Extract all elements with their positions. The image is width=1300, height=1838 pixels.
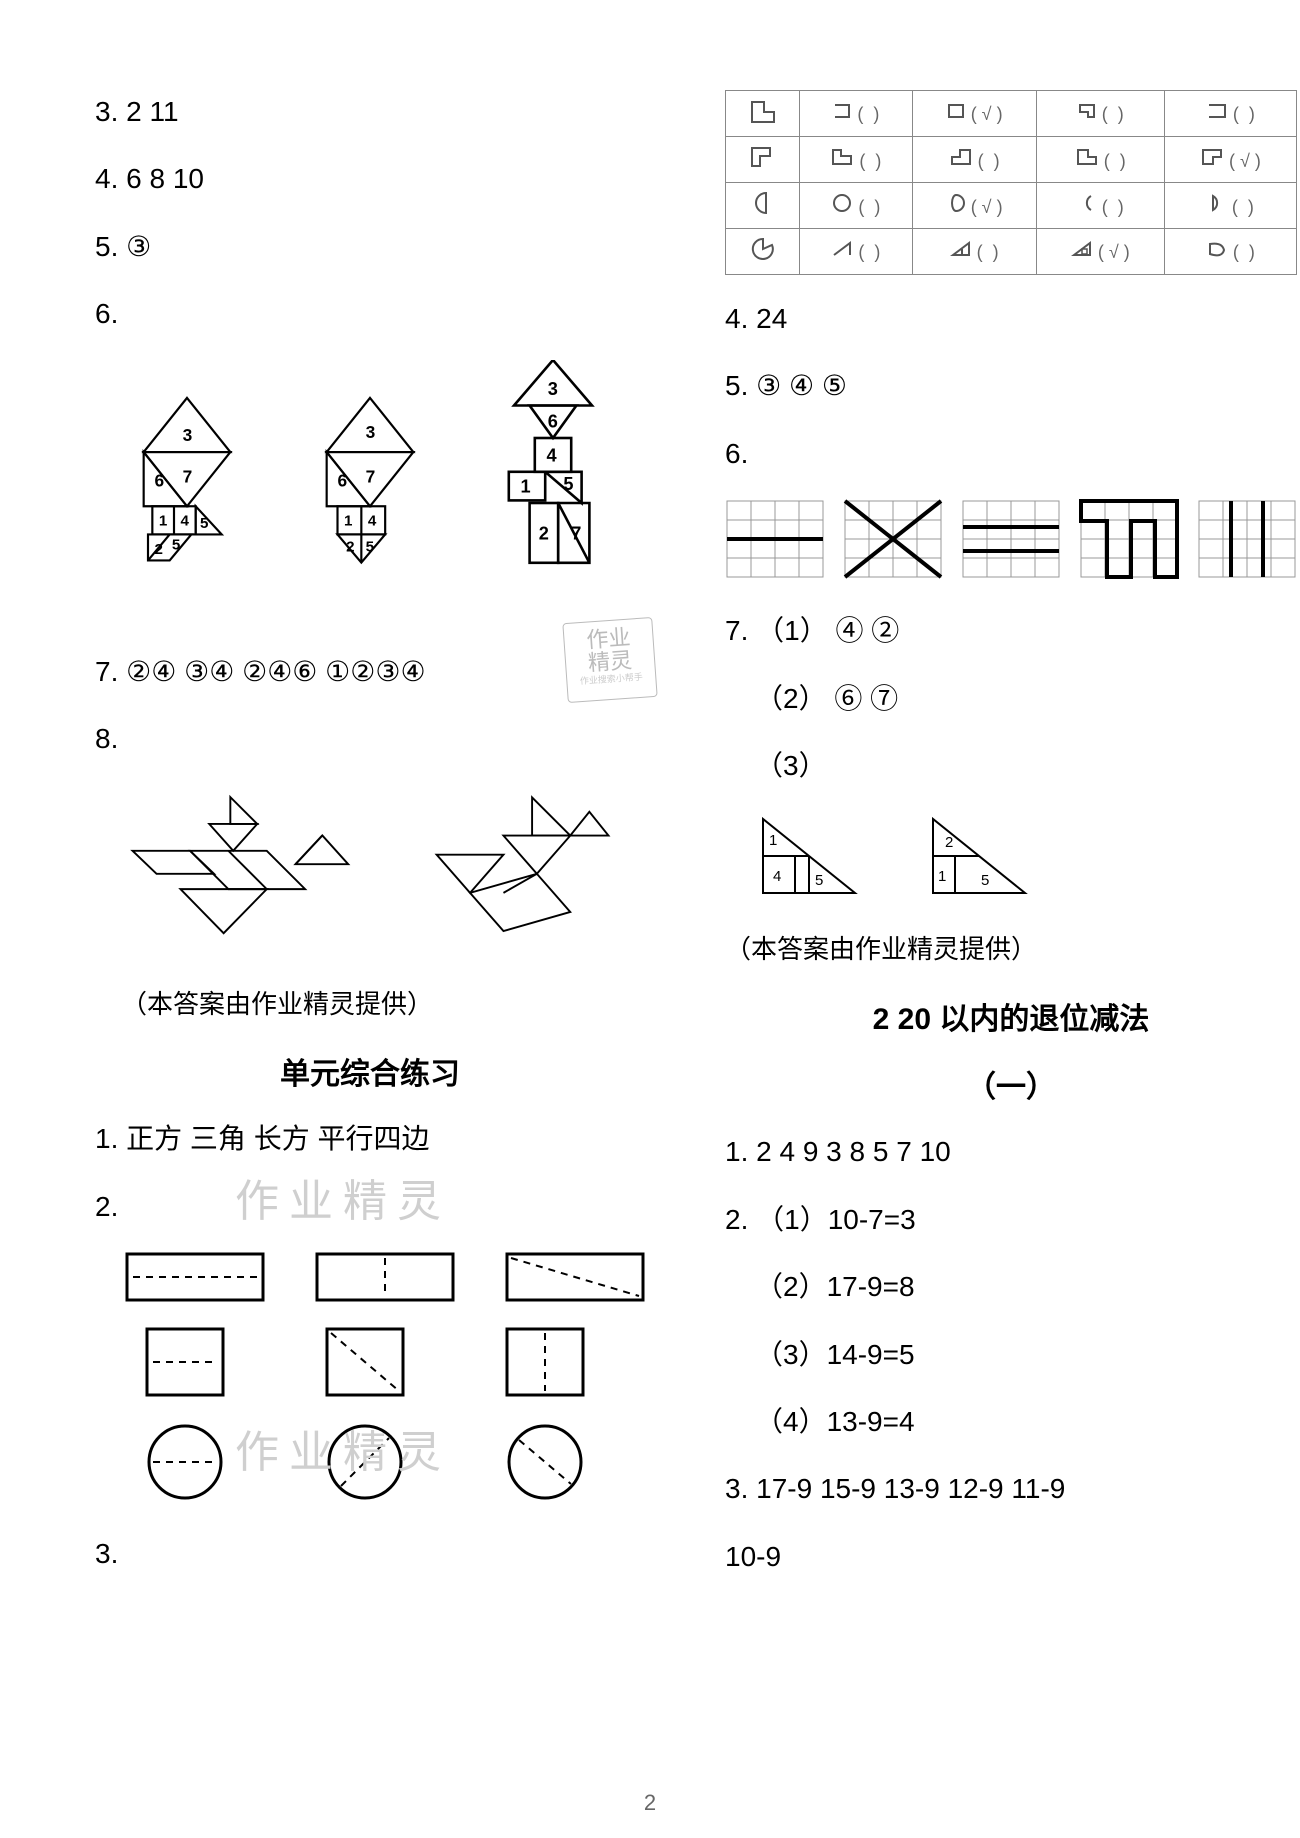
unit-heading: 单元综合练习	[95, 1049, 645, 1093]
s1: 1. 2 4 9 3 8 5 7 10	[725, 1130, 1297, 1173]
svg-text:3: 3	[548, 379, 558, 399]
page-number: 2	[644, 1790, 656, 1816]
s3b: 10-9	[725, 1535, 1297, 1578]
s2-2: （2）17-9=8	[725, 1265, 1297, 1308]
svg-text:3: 3	[366, 422, 376, 442]
left-note: （本答案由作业精灵提供）	[95, 984, 645, 1021]
r-q7-3: （3）	[725, 744, 1297, 787]
svg-text:7: 7	[182, 466, 192, 486]
svg-text:4: 4	[180, 512, 189, 529]
svg-text:5: 5	[564, 474, 574, 494]
grid-4	[1079, 499, 1179, 579]
svg-text:2: 2	[539, 523, 549, 543]
r-q6-label: 6.	[725, 432, 1297, 475]
tangram-houses: 3 6 7 1 4 5 2 5 3 6	[95, 360, 645, 620]
chapter-sub: （一）	[725, 1062, 1297, 1106]
svg-text:2: 2	[945, 834, 953, 851]
svg-text:7: 7	[572, 523, 582, 543]
r-q4: 4. 24	[725, 297, 1297, 340]
grid-2	[843, 499, 943, 579]
r-q7-1: 7. （1） ④ ②	[725, 609, 1297, 652]
u-q1: 1. 正方 三角 长方 平行四边	[95, 1117, 645, 1160]
house-1: 3 6 7 1 4 5 2 5	[122, 360, 252, 620]
tangram-bird-1	[123, 784, 353, 954]
q7: 7. ②④ ③④ ②④⑥ ①②③④	[95, 650, 645, 693]
s2-4: （4）13-9=4	[725, 1400, 1297, 1443]
grid-1	[725, 499, 825, 579]
shape-grid: 作业精灵	[95, 1252, 645, 1502]
svg-text:4: 4	[773, 868, 781, 885]
s2-3: （3）14-9=5	[725, 1333, 1297, 1376]
svg-text:6: 6	[337, 470, 347, 490]
svg-text:5: 5	[815, 872, 823, 889]
right-note: （本答案由作业精灵提供）	[725, 929, 1297, 966]
svg-text:5: 5	[200, 514, 208, 531]
q4: 4. 6 8 10	[95, 157, 645, 200]
house-2: 3 6 7 1 4 2 5	[305, 360, 435, 620]
svg-text:6: 6	[548, 411, 558, 431]
u-q3-label: 3.	[95, 1532, 645, 1575]
tangram-animals	[95, 784, 645, 954]
svg-text:1: 1	[769, 832, 777, 849]
shape-match-table: ( ) ( √ ) ( ) ( ) ( ) ( ) ( ) ( √ ) ( ) …	[725, 90, 1297, 275]
grid-patterns	[725, 499, 1297, 579]
q5: 5. ③	[95, 225, 645, 268]
svg-text:4: 4	[547, 445, 558, 465]
svg-text:5: 5	[366, 538, 374, 555]
grid-5	[1197, 499, 1297, 579]
house-3: 3 6 4 1 5 2 7	[488, 360, 618, 620]
grid-3	[961, 499, 1061, 579]
svg-text:1: 1	[344, 512, 352, 529]
svg-text:7: 7	[366, 466, 376, 486]
svg-text:4: 4	[368, 512, 377, 529]
svg-text:6: 6	[154, 470, 164, 490]
svg-text:2: 2	[154, 540, 162, 557]
q3: 3. 2 11	[95, 90, 645, 133]
svg-text:1: 1	[158, 512, 166, 529]
s2-1: 2. （1）10-7=3	[725, 1198, 1297, 1241]
r-q7-2: （2） ⑥ ⑦	[725, 677, 1297, 720]
q6-label: 6.	[95, 292, 645, 335]
svg-text:3: 3	[182, 425, 192, 445]
chapter-heading: 2 20 以内的退位减法	[725, 994, 1297, 1038]
q8-label: 8.	[95, 717, 645, 760]
s3: 3. 17-9 15-9 13-9 12-9 11-9	[725, 1467, 1297, 1510]
svg-text:2: 2	[346, 538, 354, 555]
labeled-triangles: 1 4 5 2 1 5	[725, 811, 1297, 901]
svg-text:5: 5	[981, 872, 989, 889]
svg-text:1: 1	[938, 868, 946, 885]
r-q5: 5. ③ ④ ⑤	[725, 364, 1297, 407]
tangram-bird-2	[408, 784, 618, 954]
svg-text:1: 1	[521, 476, 531, 496]
u-q2-label: 2.	[95, 1185, 645, 1228]
stamp: 作业 精灵 作业搜索小帮手	[562, 617, 657, 703]
svg-text:5: 5	[171, 536, 179, 553]
